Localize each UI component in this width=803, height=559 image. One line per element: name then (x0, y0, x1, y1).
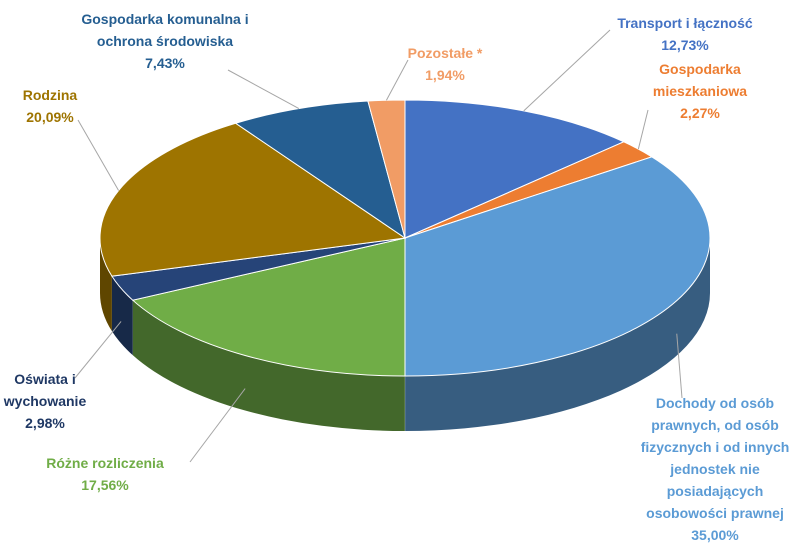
category-name: Pozostałe * (407, 45, 483, 61)
leader-line (637, 109, 649, 150)
value-label: 12,73% (661, 37, 709, 53)
slice-side (405, 238, 710, 431)
slice (404, 156, 711, 377)
leader-line (189, 388, 246, 463)
category-name: Dochody od osób prawnych, od osób fizycz… (640, 395, 790, 521)
slice-side (132, 300, 405, 431)
value-label: 2,98% (25, 415, 65, 431)
slice-label: Pozostałe * 1,94% (395, 42, 495, 86)
slice-label: Transport i łączność 12,73% (590, 12, 780, 56)
leader-line (74, 321, 122, 379)
slice (131, 237, 406, 377)
slice-side (100, 238, 112, 332)
slice (367, 99, 406, 239)
leader-line (523, 29, 611, 112)
value-label: 7,43% (145, 55, 185, 71)
slice (404, 99, 625, 239)
category-name: Różne rozliczenia (46, 455, 164, 471)
slice-label: Gospodarka komunalna i ochrona środowisk… (80, 8, 250, 74)
slice-label: Rodzina 20,09% (0, 84, 100, 128)
slice-label: Różne rozliczenia 17,56% (15, 452, 195, 496)
category-name: Gospodarka mieszkaniowa (652, 61, 748, 99)
leader-line (676, 333, 683, 399)
value-label: 17,56% (81, 477, 129, 493)
category-name: Rodzina (22, 87, 78, 103)
value-label: 1,94% (425, 67, 465, 83)
category-name: Transport i łączność (617, 15, 753, 31)
slice-label: Gospodarka mieszkaniowa 2,27% (620, 58, 780, 124)
slice-label: Oświata i wychowanie 2,98% (0, 368, 90, 434)
value-label: 20,09% (26, 109, 74, 125)
value-label: 35,00% (691, 527, 739, 543)
category-name: Gospodarka komunalna i ochrona środowisk… (81, 11, 249, 49)
category-name: Oświata i wychowanie (3, 371, 87, 409)
slice (99, 122, 407, 277)
leader-line (227, 69, 300, 110)
value-label: 2,27% (680, 105, 720, 121)
leader-line (77, 119, 120, 191)
leader-line (385, 59, 409, 101)
slice-label: Dochody od osób prawnych, od osób fizycz… (635, 392, 795, 546)
